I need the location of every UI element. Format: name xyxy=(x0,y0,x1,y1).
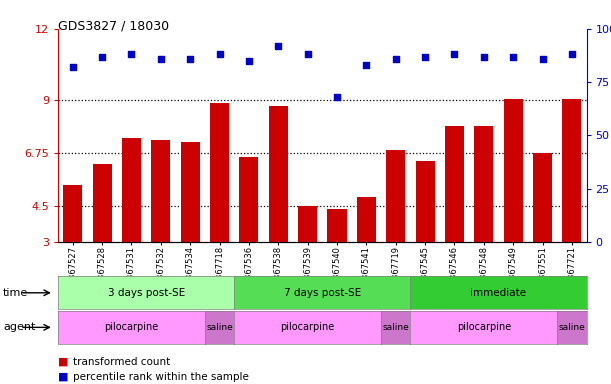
Text: GDS3827 / 18030: GDS3827 / 18030 xyxy=(58,19,169,32)
Text: saline: saline xyxy=(206,323,233,332)
Text: 3 days post-SE: 3 days post-SE xyxy=(108,288,185,298)
Point xyxy=(508,53,518,60)
Point xyxy=(567,51,577,58)
Text: time: time xyxy=(3,288,28,298)
Text: pilocarpine: pilocarpine xyxy=(104,322,159,333)
Bar xyxy=(210,103,229,242)
Bar xyxy=(181,142,200,242)
Text: saline: saline xyxy=(558,323,585,332)
Bar xyxy=(298,207,317,242)
Point xyxy=(420,53,430,60)
Bar xyxy=(92,164,112,242)
Point xyxy=(538,56,547,62)
Bar xyxy=(503,99,522,242)
Text: 7 days post-SE: 7 days post-SE xyxy=(284,288,361,298)
Point xyxy=(479,53,489,60)
Bar xyxy=(533,153,552,242)
Point xyxy=(68,64,78,70)
Point xyxy=(156,56,166,62)
Point xyxy=(97,53,107,60)
Bar xyxy=(386,149,405,242)
Point xyxy=(214,51,224,58)
Bar xyxy=(562,99,582,242)
Text: ■: ■ xyxy=(58,372,68,382)
Point xyxy=(332,94,342,100)
Point xyxy=(362,62,371,68)
Bar xyxy=(152,140,170,242)
Text: pilocarpine: pilocarpine xyxy=(456,322,511,333)
Point xyxy=(244,58,254,64)
Bar xyxy=(269,106,288,242)
Point xyxy=(391,56,401,62)
Point xyxy=(302,51,312,58)
Bar xyxy=(474,126,493,242)
Text: pilocarpine: pilocarpine xyxy=(280,322,335,333)
Text: agent: agent xyxy=(3,322,35,333)
Text: percentile rank within the sample: percentile rank within the sample xyxy=(73,372,249,382)
Bar xyxy=(327,209,346,242)
Point xyxy=(126,51,136,58)
Bar xyxy=(122,138,141,242)
Point xyxy=(450,51,459,58)
Bar xyxy=(357,197,376,242)
Point xyxy=(185,56,195,62)
Text: ■: ■ xyxy=(58,357,68,367)
Bar xyxy=(445,126,464,242)
Text: immediate: immediate xyxy=(470,288,527,298)
Bar xyxy=(240,157,258,242)
Text: transformed count: transformed count xyxy=(73,357,170,367)
Text: saline: saline xyxy=(382,323,409,332)
Bar xyxy=(63,185,82,242)
Bar xyxy=(415,161,434,242)
Point xyxy=(273,43,283,49)
